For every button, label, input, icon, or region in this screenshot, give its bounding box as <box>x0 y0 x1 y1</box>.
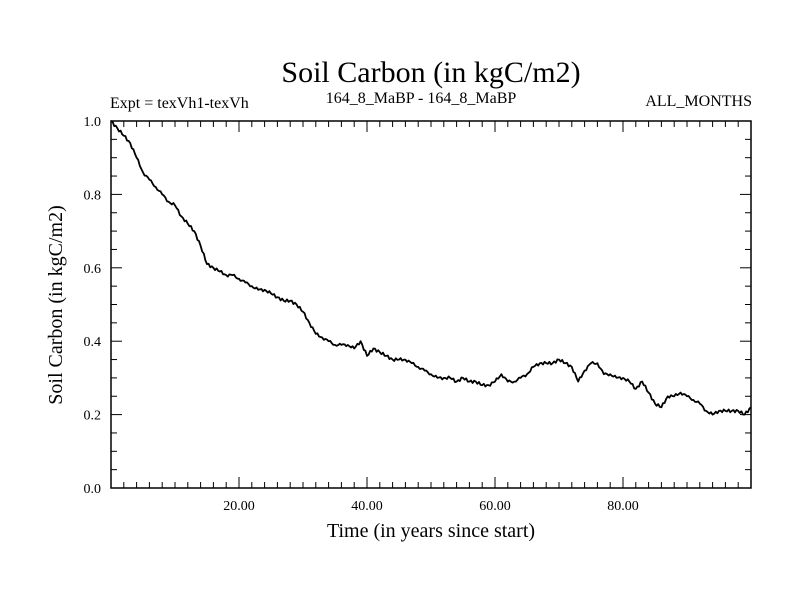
y-axis-ticks <box>111 138 751 471</box>
y-tick-label: 0.0 <box>84 482 102 497</box>
chart-subtitle-center: 164_8_MaBP - 164_8_MaBP <box>326 90 517 107</box>
x-tick-label: 20.00 <box>223 499 255 514</box>
x-tick-label: 60.00 <box>479 499 511 514</box>
series-line <box>110 120 752 416</box>
y-axis-label: Soil Carbon (in kgC/m2) <box>45 205 67 404</box>
y-tick-label: 1.0 <box>84 115 102 130</box>
x-axis-tick-labels: 20.00 40.00 60.00 80.00 <box>223 499 639 514</box>
x-tick-label: 80.00 <box>607 499 639 514</box>
y-tick-label: 0.6 <box>84 262 102 277</box>
plot-frame <box>110 120 752 489</box>
x-axis-label: Time (in years since start) <box>327 520 535 542</box>
chart-subtitle-left: Expt = texVh1-texVh <box>110 95 249 112</box>
y-tick-label: 0.8 <box>84 188 102 203</box>
chart-title: Soil Carbon (in kgC/m2) <box>281 56 580 89</box>
y-tick-label: 0.2 <box>84 409 102 424</box>
y-axis-tick-labels: 0.0 0.2 0.4 0.6 0.8 1.0 <box>84 115 102 497</box>
chart-subtitle-right: ALL_MONTHS <box>645 93 752 110</box>
x-axis-ticks <box>123 121 739 488</box>
y-tick-label: 0.4 <box>84 335 102 350</box>
x-tick-label: 40.00 <box>351 499 383 514</box>
